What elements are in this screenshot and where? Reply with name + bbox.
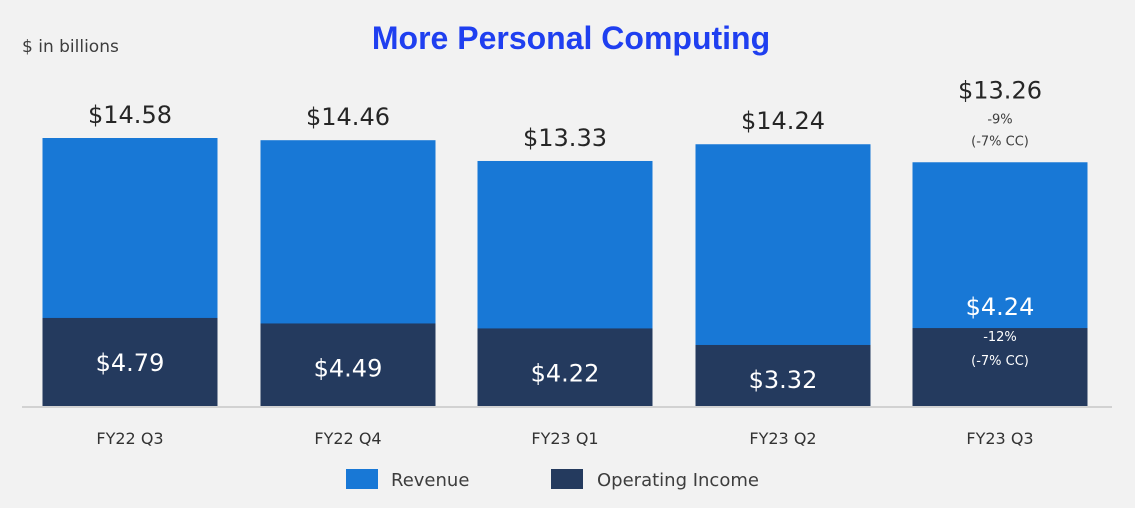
operating-income-bar-5 [912, 328, 1088, 406]
operating-income-bar-4 [695, 344, 871, 406]
operating-income-change-note: -12% [983, 330, 1017, 345]
category-label-4: FY23 Q2 [749, 429, 816, 448]
operating-income-bar-1 [42, 317, 218, 406]
revenue-cc-note: (-7% CC) [971, 134, 1029, 149]
revenue-value-label-5: $13.26 [958, 76, 1042, 104]
operating-income-value-label-4: $3.32 [749, 366, 818, 394]
revenue-change-note: -9% [987, 112, 1012, 127]
legend-swatch-revenue [346, 469, 378, 489]
legend: Revenue Operating Income [346, 469, 759, 491]
operating-income-value-label-3: $4.22 [531, 359, 600, 387]
legend-swatch-operating-income [551, 469, 583, 489]
operating-income-bar-2 [260, 323, 436, 406]
category-label-3: FY23 Q1 [531, 429, 598, 448]
category-label-1: FY22 Q3 [96, 429, 163, 448]
operating-income-cc-note: (-7% CC) [971, 354, 1029, 369]
category-label-5: FY23 Q3 [966, 429, 1033, 448]
bars-group: $14.58 $4.79 FY22 Q3 $14.46 $4.49 FY22 Q4 $13.… [42, 76, 1088, 448]
operating-income-value-label-5: $4.24 [966, 293, 1035, 321]
legend-label-operating-income: Operating Income [597, 470, 759, 491]
operating-income-value-label-2: $4.49 [314, 354, 383, 382]
revenue-value-label-1: $14.58 [88, 101, 172, 129]
operating-income-value-label-1: $4.79 [96, 349, 165, 377]
revenue-value-label-4: $14.24 [741, 107, 825, 135]
legend-label-revenue: Revenue [391, 470, 469, 491]
revenue-value-label-3: $13.33 [523, 124, 607, 152]
category-label-2: FY22 Q4 [314, 429, 381, 448]
chart-title: More Personal Computing [372, 20, 770, 56]
operating-income-bar-3 [477, 328, 653, 406]
units-label: $ in billions [22, 37, 119, 57]
revenue-value-label-2: $14.46 [306, 103, 390, 131]
